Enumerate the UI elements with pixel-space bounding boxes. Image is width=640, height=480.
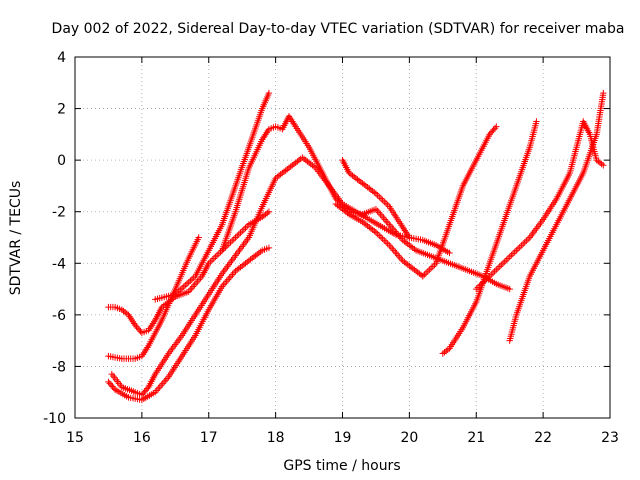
x-axis: 15 16 17 18 19 20 21 22 23: [66, 57, 619, 446]
series-track-4: [105, 234, 202, 362]
y-tick-label: -8: [52, 359, 66, 375]
y-tick-label: 4: [57, 50, 66, 66]
series-track-10: [439, 118, 540, 357]
x-tick-label: 23: [601, 430, 619, 446]
data-markers: [105, 89, 607, 404]
data-point-markers: [108, 154, 453, 398]
data-point-markers: [419, 123, 500, 280]
y-tick-label: 2: [57, 102, 66, 118]
data-point-markers: [339, 156, 413, 241]
x-tick-label: 15: [66, 430, 84, 446]
y-tick-label: -4: [52, 256, 66, 272]
data-point-markers: [473, 118, 607, 293]
series-track-2: [108, 154, 453, 398]
y-tick-label: -2: [52, 205, 66, 221]
x-axis-label: GPS time / hours: [283, 458, 400, 474]
y-tick-label: 0: [57, 153, 66, 169]
y-axis: -10 -8 -6 -4 -2 0 2 4: [43, 50, 610, 427]
y-tick-label: -6: [52, 308, 66, 324]
data-point-markers: [506, 89, 607, 344]
chart-title: Day 002 of 2022, Sidereal Day-to-day VTE…: [52, 21, 625, 37]
series-track-6: [218, 113, 513, 293]
series-track-1: [105, 208, 273, 337]
x-tick-label: 22: [534, 430, 552, 446]
data-point-markers: [218, 113, 513, 293]
series-track-9: [419, 123, 500, 280]
y-axis-label: SDTVAR / TECUs: [8, 181, 24, 296]
series-track-3: [105, 244, 273, 404]
data-point-markers: [105, 208, 273, 337]
x-tick-label: 18: [267, 430, 285, 446]
data-point-markers: [152, 89, 273, 303]
data-point-markers: [439, 118, 540, 357]
x-tick-label: 19: [334, 430, 352, 446]
data-point-markers: [105, 244, 273, 404]
series-track-12: [506, 89, 607, 344]
data-point-markers: [105, 234, 202, 362]
x-tick-label: 20: [400, 430, 418, 446]
y-tick-label: -10: [43, 411, 66, 427]
series-track-11: [473, 118, 607, 293]
x-tick-label: 21: [467, 430, 485, 446]
data-point-markers: [332, 200, 426, 280]
x-tick-label: 16: [133, 430, 151, 446]
series-track-8: [332, 200, 426, 280]
series-track-7: [339, 156, 413, 241]
series-track-5: [152, 89, 273, 303]
x-tick-label: 17: [200, 430, 218, 446]
